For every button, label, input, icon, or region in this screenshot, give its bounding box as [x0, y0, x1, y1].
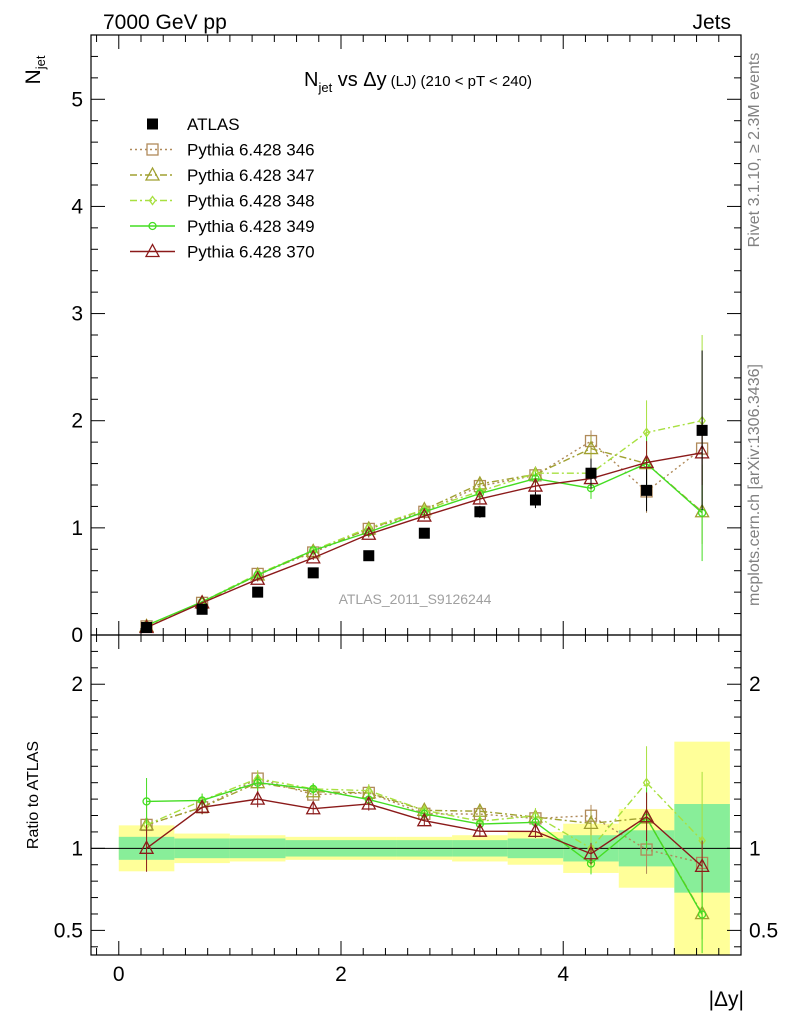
mcplots-label: mcplots.cern.ch [arXiv:1306.3436]: [746, 364, 763, 606]
legend-marker: [146, 143, 159, 156]
legend-entry-1: ATLAS: [147, 115, 240, 134]
ratio-point: [253, 778, 262, 787]
data-point: [307, 567, 319, 579]
ratio-point: [305, 800, 321, 815]
x-axis-label: |Δy|: [709, 988, 744, 1011]
series-point: [250, 570, 266, 585]
main-y-tick-label: 5: [71, 88, 83, 111]
series-point: [472, 490, 488, 505]
ratio-point: [138, 839, 155, 854]
title-vs: vs Δy: [332, 69, 386, 91]
title-main: N: [304, 69, 318, 91]
header-left: 7000 GeV pp: [103, 11, 227, 34]
ratio-point: [361, 795, 377, 810]
ratio-y-tick-label-left: 2: [71, 673, 83, 696]
x-tick-label: 0: [113, 963, 125, 986]
title-small: (LJ): [391, 73, 417, 90]
rivet-label: Rivet 3.1.10, ≥ 2.3M events: [746, 53, 763, 248]
series-point: [305, 549, 321, 564]
data-point: [141, 622, 153, 633]
legend-marker: [148, 221, 157, 231]
ratio-y-tick-label-left: 1: [71, 837, 83, 860]
y-axis-label: Njet: [22, 55, 48, 84]
series-point: [583, 440, 599, 455]
legend-label: Pythia 6.428 370: [187, 243, 315, 262]
legend: ATLAS Pythia 6.428 346 Pythia 6.428 347 Pyt…: [130, 115, 315, 262]
main-y-tick-label: 4: [71, 195, 83, 218]
data-point: [363, 550, 375, 562]
data-point: [252, 586, 264, 598]
ratio-point: [527, 823, 544, 838]
legend-label: Pythia 6.428 348: [187, 192, 315, 211]
ratio-y-tick-label-right: 1: [749, 837, 761, 860]
data-point: [418, 527, 430, 539]
series-point: [642, 427, 651, 438]
x-tick-label: 4: [557, 963, 569, 986]
data-point: [696, 424, 708, 436]
axis-ticks: 0 1 2 3 4 5 0.5 0.5 1 1 2 2 0 2 4: [54, 34, 778, 986]
ratio-point: [194, 798, 210, 813]
data-point: [196, 603, 208, 615]
ratio-point: [472, 822, 488, 837]
legend-marker: [144, 166, 161, 181]
ratio-point: [416, 812, 432, 827]
legend-label: Pythia 6.428 347: [187, 166, 315, 185]
data-points: [141, 350, 708, 633]
series-point: [638, 454, 655, 469]
ratio-point: [250, 790, 266, 805]
ratio-point: [583, 814, 599, 829]
ratio-point: [309, 784, 318, 794]
legend-label: Pythia 6.428 349: [187, 217, 315, 236]
header-right: Jets: [692, 11, 731, 34]
data-point: [529, 494, 541, 506]
series-point: [309, 546, 318, 555]
ratio-y-axis-label: Ratio to ATLAS: [25, 741, 42, 849]
legend-label: ATLAS: [187, 115, 240, 134]
series-point: [416, 507, 432, 522]
series-point: [361, 525, 377, 540]
main-y-tick-label: 2: [71, 410, 83, 433]
ratio-point: [697, 910, 707, 919]
plot-title: Njet vs Δy (LJ) (210 < pT < 240): [304, 69, 532, 95]
ratio-point: [142, 797, 151, 806]
legend-entry-2: Pythia 6.428 346: [130, 141, 315, 160]
legend-entry-5: Pythia 6.428 349: [130, 217, 315, 236]
legend-entry-3: Pythia 6.428 347: [130, 166, 315, 185]
legend-marker: [144, 243, 161, 258]
main-y-tick-label: 0: [71, 624, 83, 647]
legend-label: Pythia 6.428 346: [187, 141, 315, 160]
ratio-y-tick-label-right: 2: [749, 673, 761, 696]
legend-entry-6: Pythia 6.428 370: [130, 243, 315, 262]
watermark: ATLAS_2011_S9126244: [339, 591, 492, 607]
data-point: [474, 506, 486, 518]
data-point: [585, 467, 597, 479]
ratio-y-tick-label-left: 0.5: [54, 919, 83, 942]
title-sub: jet: [317, 80, 332, 95]
data-point: [641, 484, 653, 496]
ylabel-sub: jet: [33, 55, 48, 70]
ratio-point: [638, 808, 655, 823]
ratio-point: [642, 777, 651, 788]
main-y-tick-label: 3: [71, 303, 83, 326]
title-range: (210 < pT < 240): [421, 73, 532, 90]
ratio-y-tick-label-right: 0.5: [749, 919, 778, 942]
legend-entry-4: Pythia 6.428 348: [130, 192, 315, 211]
x-tick-label: 2: [335, 963, 347, 986]
ratio-plot-frame: [90, 634, 742, 956]
ylabel-main: N: [22, 69, 45, 84]
legend-marker: [147, 118, 158, 130]
main-y-tick-label: 1: [71, 517, 83, 540]
series-point: [527, 477, 544, 492]
legend-marker: [148, 195, 157, 206]
ratio-point: [694, 858, 710, 873]
ratio-point: [583, 845, 599, 860]
